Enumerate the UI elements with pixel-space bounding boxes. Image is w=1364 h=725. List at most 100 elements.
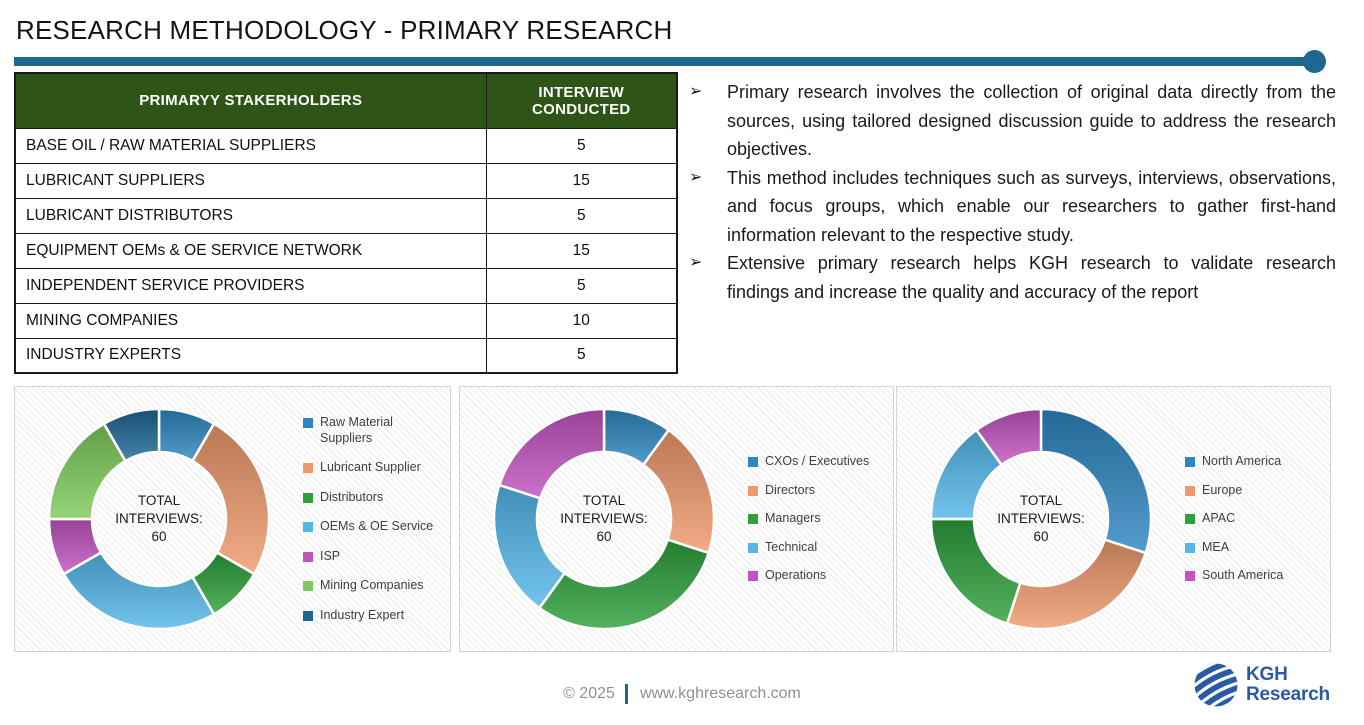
- legend-item: Distributors: [303, 490, 444, 506]
- copyright-text: © 2025: [563, 685, 615, 702]
- legend-item: OEMs & OE Service: [303, 519, 444, 535]
- legend-item: CXOs / Executives: [748, 454, 887, 470]
- donut-chart: [929, 407, 1153, 631]
- legend-label: Mining Companies: [320, 578, 424, 592]
- legend-chip: [1185, 542, 1195, 553]
- title-rule-end-dot: [1303, 50, 1326, 73]
- legend-stakeholders: Raw Material Suppliers Lubricant Supplier…: [303, 415, 444, 623]
- interviews-cell: 15: [485, 162, 678, 199]
- legend-item: MEA: [1185, 540, 1324, 556]
- donut-segment: [191, 422, 271, 576]
- interviews-cell: 15: [485, 232, 678, 269]
- legend-item: Raw Material Suppliers: [303, 415, 444, 446]
- legend-chip: [303, 610, 313, 621]
- arrow-bullet-icon: ➢: [689, 254, 703, 271]
- arrow-bullet-icon: ➢: [689, 83, 703, 100]
- legend-chip: [303, 551, 313, 562]
- legend-label: CXOs / Executives: [765, 454, 870, 469]
- stakeholder-cell: LUBRICANT DISTRIBUTORS: [14, 197, 487, 234]
- legend-chip: [748, 571, 758, 582]
- interviews-cell: 5: [485, 197, 678, 234]
- donut-segment: [498, 407, 606, 500]
- globe-icon: [1192, 661, 1240, 709]
- donut-segment: [975, 407, 1043, 467]
- legend-item: Technical: [748, 540, 887, 556]
- legend-label: Distributors: [320, 489, 384, 504]
- interviews-cell: 5: [485, 337, 678, 374]
- donut-segment: [538, 538, 710, 631]
- table-row: BASE OIL / RAW MATERIAL SUPPLIERS 5: [14, 127, 678, 164]
- donut-segment: [102, 407, 161, 463]
- legend-chip: [303, 463, 313, 473]
- legend-item: North America: [1185, 454, 1324, 470]
- table-row: EQUIPMENT OEMs & OE SERVICE NETWORK 15: [14, 232, 678, 269]
- table-row: LUBRICANT DISTRIBUTORS 5: [14, 197, 678, 234]
- page-title: RESEARCH METHODOLOGY - PRIMARY RESEARCH: [16, 15, 673, 45]
- kgh-logo: KGH Research: [1192, 661, 1330, 709]
- legend-chip: [748, 485, 758, 496]
- bullet-text: Primary research involves the collection…: [727, 82, 1336, 159]
- header-primary-stakeholders: PRIMARYY STAKERHOLDERS: [14, 72, 487, 129]
- legend-chip: [303, 418, 313, 428]
- legend-chip: [748, 514, 758, 525]
- donut-segment: [62, 551, 216, 631]
- stakeholder-cell: INDEPENDENT SERVICE PROVIDERS: [14, 267, 487, 304]
- arrow-bullet-icon: ➢: [689, 168, 703, 186]
- footer-divider: [624, 684, 628, 704]
- bullet-list: ➢ Primary research involves the collectio…: [688, 78, 1336, 306]
- table-header-row: PRIMARYY STAKERHOLDERS INTERVIEW CONDUCT…: [14, 72, 678, 129]
- table-row: INDUSTRY EXPERTS 5: [14, 337, 678, 374]
- interviews-cell: 5: [485, 127, 678, 164]
- donut-segment: [642, 428, 716, 555]
- legend-chip: [748, 457, 758, 468]
- logo-text: KGH Research: [1246, 665, 1330, 705]
- legend-item: Lubricant Supplier: [303, 460, 444, 476]
- stakeholder-cell: EQUIPMENT OEMs & OE SERVICE NETWORK: [14, 232, 487, 269]
- legend-label: OEMs & OE Service: [320, 519, 434, 533]
- header-interview-conducted: INTERVIEW CONDUCTED: [485, 72, 678, 129]
- donut-chart: [47, 407, 271, 631]
- legend-regions: North America Europe APAC MEA South America: [1185, 454, 1324, 584]
- legend-item: APAC: [1185, 511, 1324, 527]
- legend-label: Directors: [765, 482, 816, 497]
- bullet-item: ➢ This method includes techniques such as…: [688, 164, 1336, 250]
- legend-label: MEA: [1202, 539, 1230, 554]
- title-rule: [14, 57, 1310, 66]
- legend-item: South America: [1185, 568, 1324, 584]
- stakeholder-cell: LUBRICANT SUPPLIERS: [14, 162, 487, 199]
- logo-line-2: Research: [1246, 684, 1330, 705]
- legend-label: Industry Expert: [320, 607, 405, 622]
- legend-item: Mining Companies: [303, 578, 444, 594]
- donut-regions: TOTAL INTERVIEWS: 60: [925, 403, 1157, 635]
- table-row: LUBRICANT SUPPLIERS 15: [14, 162, 678, 199]
- legend-label: Raw Material Suppliers: [320, 415, 393, 445]
- legend-designations: CXOs / Executives Directors Managers Techni…: [748, 454, 887, 584]
- donut-panel-stakeholders: TOTAL INTERVIEWS: 60 Raw Material Suppli…: [14, 386, 451, 652]
- footer: © 2025 www.kghresearch.com: [0, 684, 1364, 704]
- legend-item: ISP: [303, 549, 444, 565]
- legend-chip: [1185, 485, 1195, 496]
- legend-chip: [1185, 514, 1195, 525]
- legend-label: South America: [1202, 568, 1284, 583]
- donut-panel-designations: TOTAL INTERVIEWS: 60 CXOs / Executives Di…: [459, 386, 894, 652]
- legend-chip: [303, 581, 313, 591]
- legend-label: Lubricant Supplier: [320, 460, 421, 474]
- stakeholder-table-body: BASE OIL / RAW MATERIAL SUPPLIERS 5 LUBRIC…: [14, 127, 678, 374]
- legend-item: Europe: [1185, 483, 1324, 499]
- legend-chip: [1185, 457, 1195, 468]
- legend-item: Managers: [748, 511, 887, 527]
- donut-segment: [929, 517, 1022, 625]
- legend-item: Industry Expert: [303, 608, 444, 624]
- stakeholder-table: PRIMARYY STAKERHOLDERS INTERVIEW CONDUCT…: [14, 72, 678, 374]
- donut-segment: [1039, 407, 1153, 555]
- website-text: www.kghresearch.com: [639, 685, 801, 702]
- interviews-cell: 10: [485, 302, 678, 339]
- bullet-text: This method includes techniques such as …: [727, 167, 1336, 245]
- donut-segment: [492, 483, 566, 610]
- bullet-item: ➢ Primary research involves the collectio…: [688, 78, 1336, 164]
- legend-label: APAC: [1202, 511, 1236, 526]
- legend-label: Europe: [1202, 482, 1243, 497]
- donut-designations: TOTAL INTERVIEWS: 60: [488, 403, 720, 635]
- legend-item: Directors: [748, 483, 887, 499]
- donut-chart: [492, 407, 716, 631]
